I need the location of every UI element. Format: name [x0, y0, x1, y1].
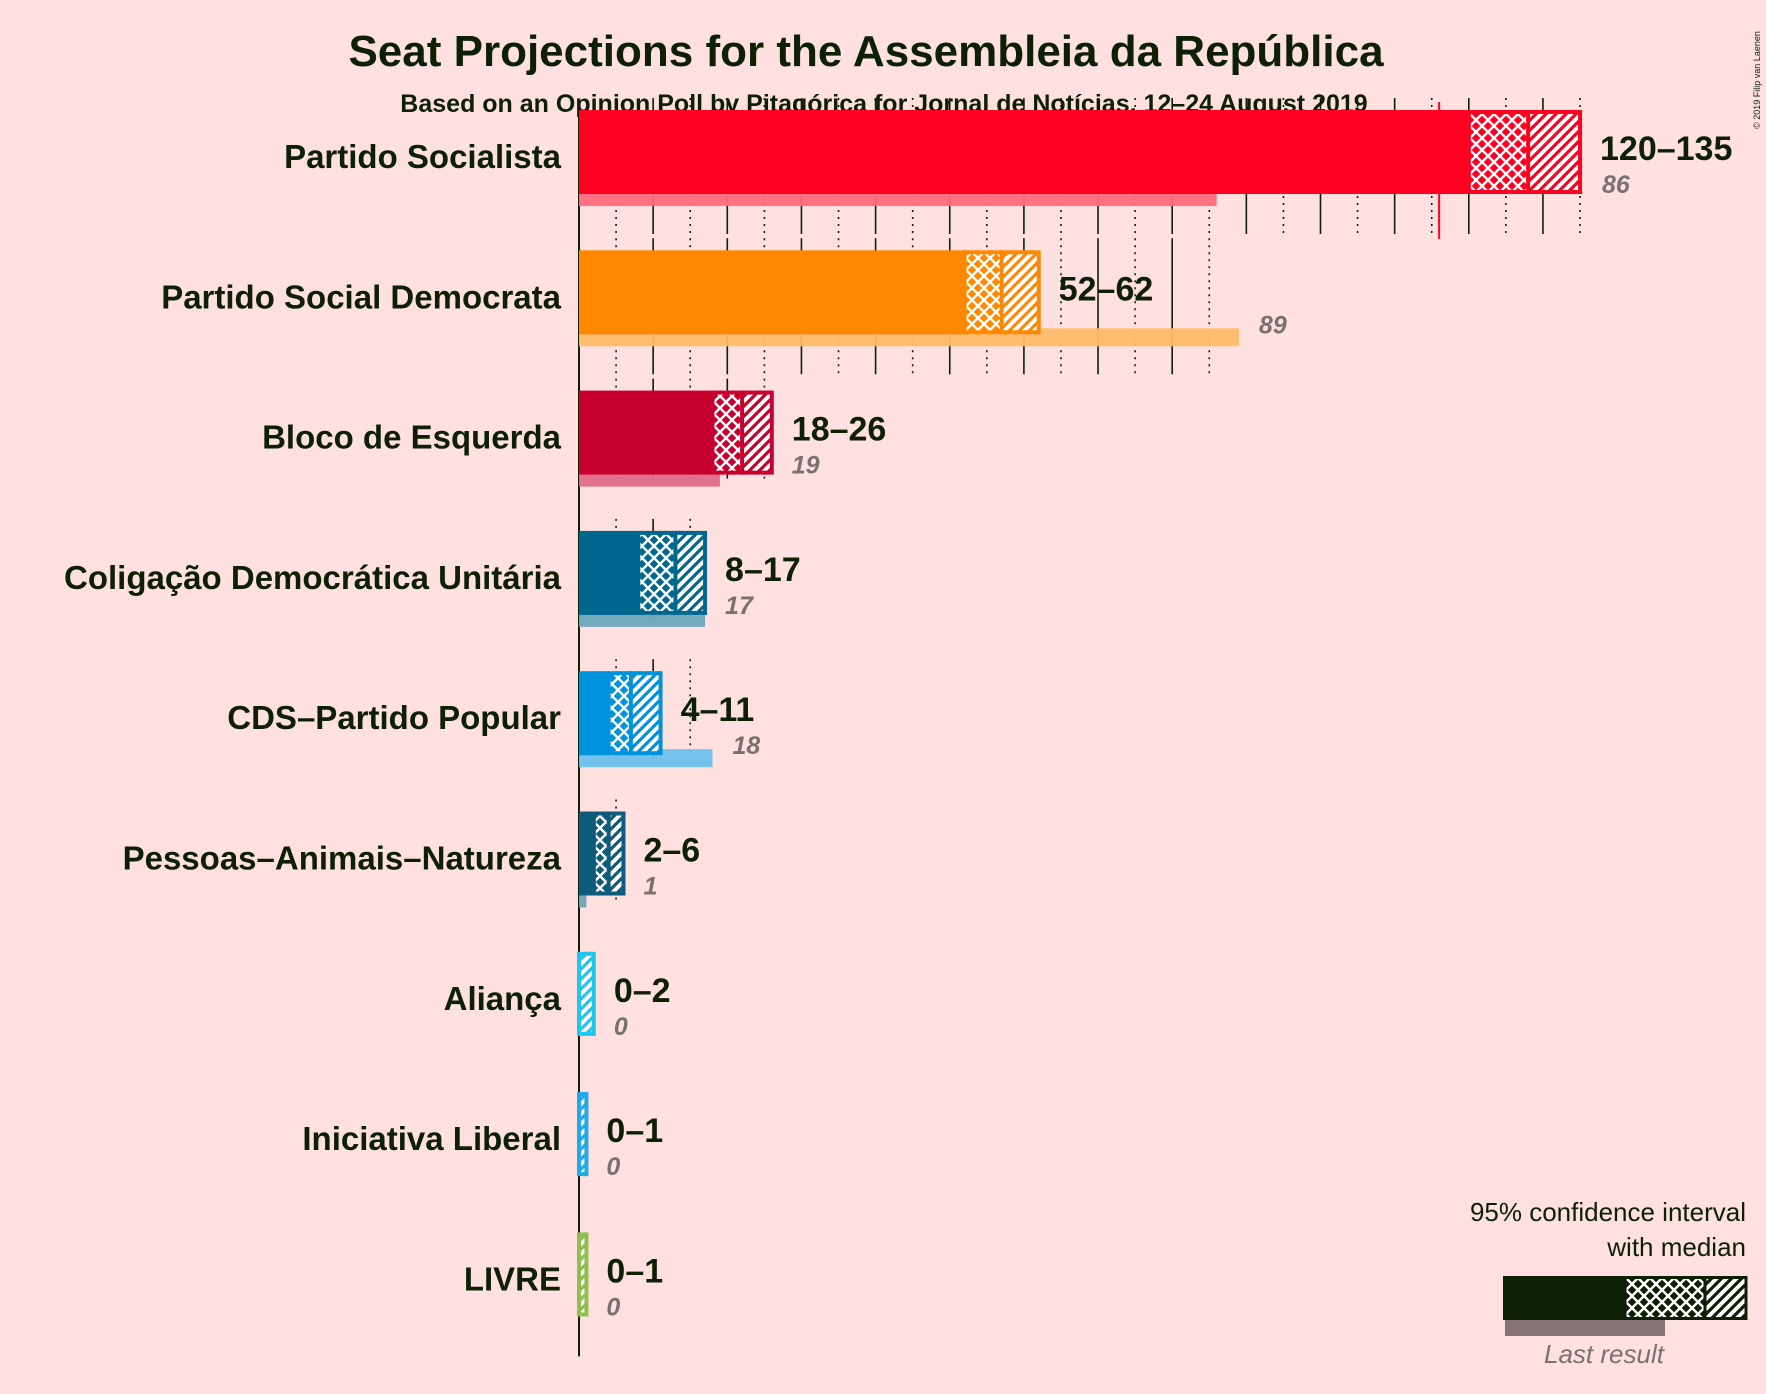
last-result-label: 0: [614, 1013, 628, 1041]
party-label: Iniciativa Liberal: [302, 1120, 561, 1157]
ci-upper-bar: [742, 390, 772, 475]
legend-ci-line1: 95% confidence interval: [1470, 1197, 1746, 1227]
party-label: Bloco de Esquerda: [262, 419, 562, 456]
last-result-bar: [579, 889, 587, 908]
ci-upper-bar: [608, 811, 624, 896]
ci-lower-bar: [638, 530, 676, 615]
ci-outline: [606, 671, 663, 756]
party-group: Coligação Democrática Unitária 8–17 17: [64, 530, 801, 627]
party-group: Iniciativa Liberal 0–1 0: [302, 1092, 663, 1181]
last-result-label: 86: [1602, 171, 1631, 199]
solid-bar: [579, 530, 639, 615]
legend: 95% confidence interval with median Last…: [1470, 1197, 1748, 1369]
seat-range-label: 0–1: [606, 1112, 663, 1150]
solid-bar: [579, 110, 1469, 194]
party-group: Pessoas–Animais–Natureza 2–6 1: [123, 811, 700, 908]
party-label: Coligação Democrática Unitária: [64, 559, 562, 596]
party-group: LIVRE 0–1 0: [464, 1232, 663, 1321]
ci-lower-bar: [964, 250, 1002, 335]
party-group: CDS–Partido Popular 4–11 18: [227, 671, 760, 768]
party-label: Pessoas–Animais–Natureza: [123, 840, 562, 877]
party-label: Partido Social Democrata: [161, 278, 561, 315]
last-result-label: 0: [606, 1153, 620, 1181]
ci-upper-bar: [1528, 110, 1581, 194]
party-label: Aliança: [444, 980, 562, 1017]
ci-outline: [636, 530, 708, 615]
seat-range-label: 4–11: [681, 691, 755, 729]
copyright-note: © 2019 Filip van Laenen: [1752, 31, 1762, 129]
ci-upper-bar: [579, 1092, 587, 1177]
last-result-label: 19: [792, 452, 820, 480]
ci-lower-bar: [712, 390, 743, 475]
last-result-label: 1: [643, 873, 657, 901]
seat-range-label: 18–26: [792, 411, 887, 449]
solid-bar: [579, 390, 713, 475]
solid-bar: [579, 811, 594, 896]
legend-last-result-label: Last result: [1544, 1339, 1666, 1369]
ci-lower-bar: [608, 671, 631, 756]
last-result-label: 17: [725, 592, 754, 620]
legend-cross-swatch: [1625, 1276, 1705, 1320]
party-label: CDS–Partido Popular: [227, 699, 561, 736]
seat-range-label: 0–1: [606, 1252, 663, 1290]
last-result-label: 0: [606, 1293, 620, 1321]
legend-ci-outline: [1623, 1276, 1748, 1320]
party-label: Partido Socialista: [284, 138, 562, 175]
ci-lower-bar: [593, 811, 609, 896]
seat-range-label: 8–17: [725, 551, 801, 589]
ci-upper-bar: [630, 671, 661, 756]
last-result-label: 89: [1259, 311, 1287, 339]
solid-bar: [579, 671, 609, 756]
party-group: Partido Social Democrata 52–62 89: [161, 250, 1287, 347]
legend-hatch-swatch: [1705, 1276, 1746, 1320]
ci-upper-bar: [579, 951, 594, 1036]
party-group: Partido Socialista 120–135 86: [284, 110, 1732, 206]
seat-range-label: 52–62: [1059, 270, 1154, 308]
last-result-label: 18: [732, 732, 760, 760]
seat-range-label: 2–6: [643, 832, 700, 870]
ci-outline: [577, 1092, 589, 1177]
ci-outline: [577, 951, 596, 1036]
seat-range-label: 120–135: [1600, 130, 1732, 168]
ci-outline: [577, 1232, 589, 1317]
party-group: Bloco de Esquerda 18–26 19: [262, 390, 887, 487]
seat-range-label: 0–2: [614, 972, 671, 1010]
party-group: Aliança 0–2 0: [444, 951, 671, 1041]
chart-title: Seat Projections for the Assembleia da R…: [348, 27, 1384, 76]
ci-upper-bar: [675, 530, 706, 615]
ci-outline: [1466, 110, 1583, 194]
legend-ci-line2: with median: [1606, 1232, 1746, 1262]
legend-solid-swatch: [1503, 1276, 1625, 1320]
ci-upper-bar: [579, 1232, 587, 1317]
ci-upper-bar: [1001, 250, 1039, 335]
solid-bar: [579, 250, 965, 335]
ci-lower-bar: [1468, 110, 1529, 194]
party-label: LIVRE: [464, 1260, 561, 1297]
legend-last-result-swatch: [1505, 1318, 1665, 1336]
